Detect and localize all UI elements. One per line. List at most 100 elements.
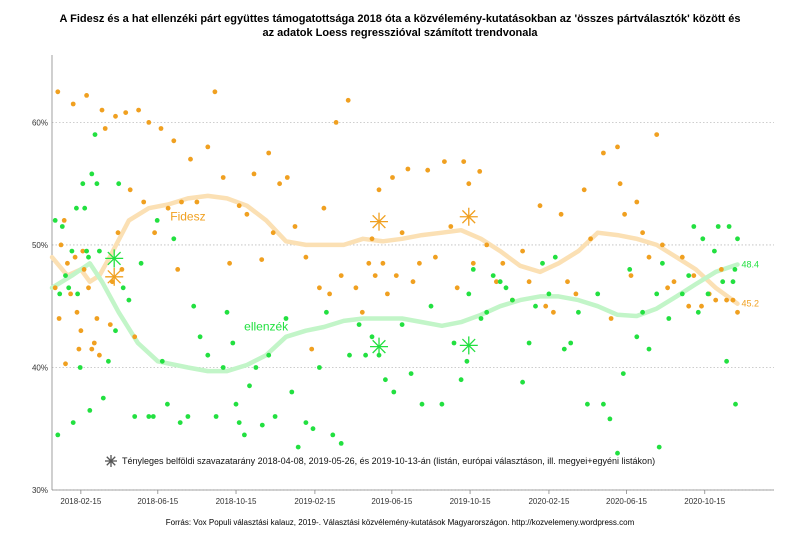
data-point [120,285,126,291]
data-point [405,166,411,172]
data-point [595,291,601,297]
data-point [80,248,86,254]
x-tick-label: 2018-10-15 [216,497,257,506]
data-point [177,420,183,425]
data-point [74,205,79,211]
data-point [466,181,472,187]
y-tick-label: 50% [32,241,48,250]
data-point [89,346,95,352]
data-point [679,291,685,297]
data-point [695,309,701,315]
data-point [451,340,457,346]
data-point [470,260,476,266]
data-point [581,187,587,193]
data-point [546,291,552,297]
data-point [330,432,336,438]
data-point [55,89,61,95]
actual-fidesz-marker [105,267,124,286]
data-point [399,230,405,236]
data-point [69,248,75,254]
data-point [324,309,329,315]
data-point [321,205,327,211]
data-point [500,260,506,266]
x-tick-label: 2020-06-15 [606,497,647,506]
data-point [601,401,606,407]
data-point [247,383,252,389]
data-point [57,291,63,297]
data-point [309,346,315,352]
data-point [102,126,108,131]
data-point [259,257,265,262]
data-point [646,346,652,352]
data-point [345,97,351,103]
data-point [77,365,83,370]
data-point [686,273,692,278]
data-point [551,309,556,315]
data-point [620,371,626,376]
data-point [442,159,447,165]
actual-fidesz-marker [370,212,389,231]
data-point [175,267,181,272]
data-point [68,291,73,297]
data-point [369,236,375,242]
data-point [730,279,736,285]
data-point [484,309,490,315]
data-point [212,89,218,95]
data-point [259,422,265,428]
data-point [712,248,717,254]
data-point [158,126,164,131]
data-point [242,432,247,438]
y-tick-label: 60% [32,118,48,127]
data-point [116,181,122,187]
data-point [303,254,309,260]
data-point [91,340,97,346]
data-point [608,316,614,321]
data-point [61,218,67,223]
data-point [726,224,732,229]
data-point [679,254,685,260]
data-point [408,371,414,376]
data-point [520,379,525,385]
data-point [490,273,496,278]
data-point [97,352,102,358]
data-point [58,242,64,248]
data-point [497,279,503,285]
data-point [283,316,289,321]
data-point [622,211,627,217]
data-point [665,285,670,291]
data-point [107,322,113,327]
data-point [136,107,142,113]
data-point [428,303,434,309]
data-point [376,187,382,193]
data-point [179,199,184,205]
data-point [63,273,68,278]
data-point [671,279,677,285]
data-point [568,340,574,346]
data-point [724,358,729,364]
data-point [719,267,724,272]
data-point [146,414,152,419]
data-point [720,279,726,285]
data-point [617,181,623,187]
data-point [292,224,298,229]
data-point [540,260,545,266]
data-point [425,167,431,173]
data-point [70,420,76,425]
data-point [317,365,322,370]
data-point [713,297,719,303]
data-point [89,171,95,177]
data-point [417,260,422,266]
data-point [654,291,660,297]
data-point [533,303,538,309]
data-point [372,273,378,278]
trend-end-label: 45.2 [741,299,759,309]
data-point [197,334,203,340]
data-point [380,260,386,266]
data-point [654,132,660,138]
data-point [272,414,278,419]
data-point [666,316,672,321]
data-point [356,322,362,327]
trend-end-label: 48.4 [741,260,759,270]
y-tick-label: 40% [32,363,48,372]
